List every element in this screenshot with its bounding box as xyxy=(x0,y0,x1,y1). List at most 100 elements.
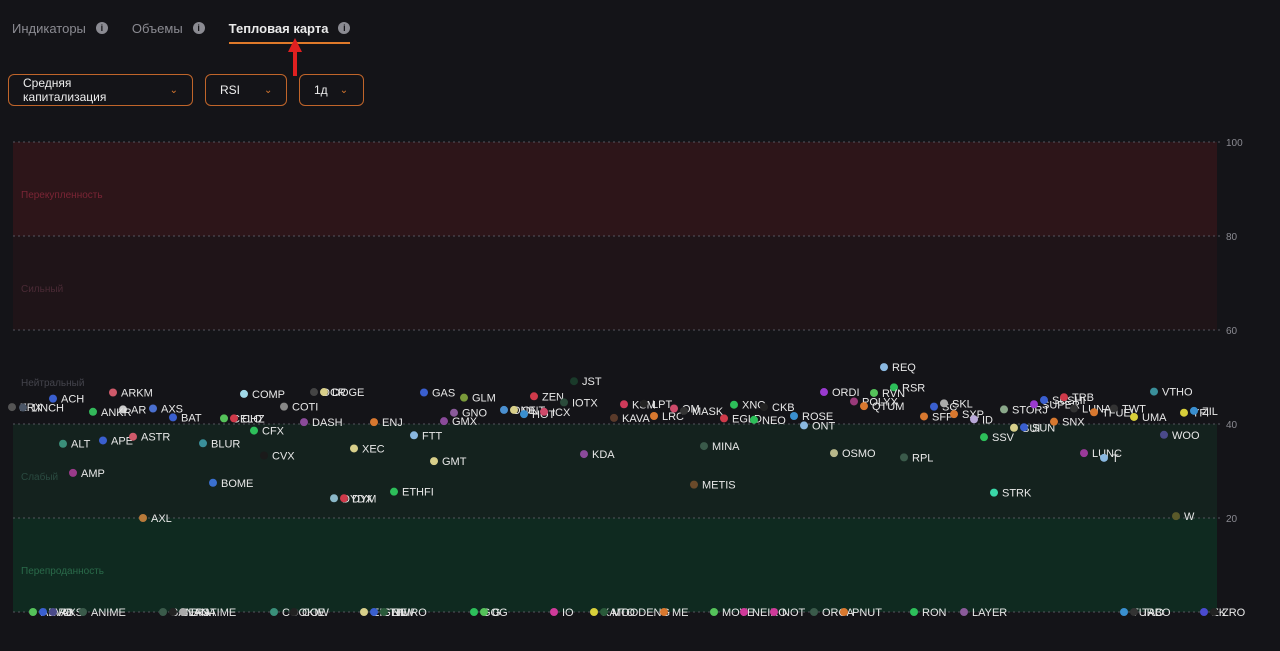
data-point xyxy=(500,405,508,414)
data-point xyxy=(89,407,97,416)
data-point xyxy=(49,394,57,403)
point-label: ACH xyxy=(61,394,84,406)
data-point xyxy=(199,439,207,448)
point-label: ZIL xyxy=(1202,406,1218,418)
tab-volumes-label: Объемы xyxy=(131,20,183,36)
data-point xyxy=(640,399,648,408)
data-point xyxy=(470,608,478,616)
point-label: KDA xyxy=(592,449,615,461)
zone-band xyxy=(13,330,1217,424)
data-point xyxy=(700,442,708,451)
data-point xyxy=(270,608,278,616)
data-point xyxy=(450,408,458,417)
data-point xyxy=(340,494,348,503)
red-arrow-icon xyxy=(288,38,302,76)
point-label: FTT xyxy=(422,430,442,442)
tab-indicators[interactable]: Индикаторы i xyxy=(12,14,108,42)
point-label: SFP xyxy=(932,411,953,423)
point-label: COTI xyxy=(292,402,318,414)
data-point xyxy=(970,415,978,424)
point-label: STRK xyxy=(1002,488,1032,500)
point-label: RVN xyxy=(882,388,905,400)
point-label: KAVA xyxy=(622,413,650,425)
filters: Средняя капитализация ⌄ RSI ⌄ 1д ⌄ xyxy=(8,74,364,106)
y-tick-label: 100 xyxy=(1226,138,1243,149)
data-point xyxy=(410,431,418,440)
point-label: NOT xyxy=(782,607,806,619)
y-tick-label: 80 xyxy=(1226,232,1238,243)
data-point xyxy=(230,414,238,423)
data-point xyxy=(860,402,868,411)
data-point xyxy=(1200,608,1208,616)
zone-label: Сильный xyxy=(21,284,63,295)
point-label: T xyxy=(1112,453,1119,465)
data-point xyxy=(209,478,217,487)
point-label: MOODENG xyxy=(612,607,670,619)
zone-label: Слабый xyxy=(21,471,58,483)
timeframe-select[interactable]: 1д ⌄ xyxy=(299,74,364,106)
data-point xyxy=(1030,400,1038,409)
data-point xyxy=(290,608,298,616)
point-label: AXS xyxy=(161,403,183,415)
point-label: AXL xyxy=(151,513,172,525)
data-point xyxy=(280,402,288,411)
data-point xyxy=(560,398,568,407)
data-point xyxy=(1130,608,1138,616)
point-label: ASTR xyxy=(141,432,170,444)
data-point xyxy=(850,397,858,406)
point-label: VTHO xyxy=(1162,387,1193,399)
data-point xyxy=(370,608,378,616)
data-point xyxy=(320,388,328,397)
point-label: DOGE xyxy=(332,387,364,399)
data-point xyxy=(620,400,628,409)
data-point xyxy=(1080,449,1088,458)
point-label: ONT xyxy=(812,420,836,432)
data-point xyxy=(830,449,838,458)
tab-volumes[interactable]: Объемы i xyxy=(132,14,205,42)
indicator-select[interactable]: RSI ⌄ xyxy=(205,74,287,106)
data-point xyxy=(330,494,338,503)
market-cap-select[interactable]: Средняя капитализация ⌄ xyxy=(8,74,193,106)
point-label: CFX xyxy=(262,426,285,438)
point-label: ETHW xyxy=(382,607,415,619)
market-cap-value: Средняя капитализация xyxy=(23,76,107,104)
point-label: ICX xyxy=(552,407,571,419)
point-label: LPT xyxy=(652,399,672,411)
data-point xyxy=(29,608,37,616)
point-label: NEIRO xyxy=(392,607,427,619)
data-point xyxy=(1070,404,1078,413)
point-label: STORJ xyxy=(1012,404,1048,416)
point-label: AR xyxy=(131,404,146,416)
zone-band xyxy=(13,142,1217,236)
data-point xyxy=(260,451,268,460)
point-label: UMA xyxy=(1142,412,1167,424)
point-label: ARKM xyxy=(121,388,153,400)
data-point xyxy=(710,608,718,616)
point-label: DYM xyxy=(352,493,376,505)
point-label: MOVE xyxy=(722,607,754,619)
point-label: METIS xyxy=(702,480,736,492)
data-point xyxy=(460,393,468,402)
point-label: ETHFI xyxy=(402,487,434,499)
data-point xyxy=(1060,393,1068,402)
data-point xyxy=(550,608,558,616)
point-label: SKL xyxy=(952,398,973,410)
data-point xyxy=(179,608,187,616)
point-label: LUNC xyxy=(1092,448,1122,460)
tabs: Индикаторы i Объемы i Тепловая карта i xyxy=(12,14,374,46)
point-label: ZRO xyxy=(1222,607,1246,619)
point-label: WOO xyxy=(1172,430,1200,442)
point-label: RON xyxy=(922,607,947,619)
info-icon[interactable]: i xyxy=(95,22,108,34)
point-label: CELO xyxy=(232,413,262,425)
data-point xyxy=(790,412,798,421)
data-point xyxy=(950,410,958,419)
data-point xyxy=(1180,408,1188,417)
point-label: QTUM xyxy=(872,401,904,413)
data-point xyxy=(1190,406,1198,415)
data-point xyxy=(139,514,147,522)
info-icon[interactable]: i xyxy=(192,22,205,34)
tab-heatmap[interactable]: Тепловая карта i xyxy=(228,14,351,44)
data-point xyxy=(390,487,398,496)
info-icon[interactable]: i xyxy=(338,22,351,34)
